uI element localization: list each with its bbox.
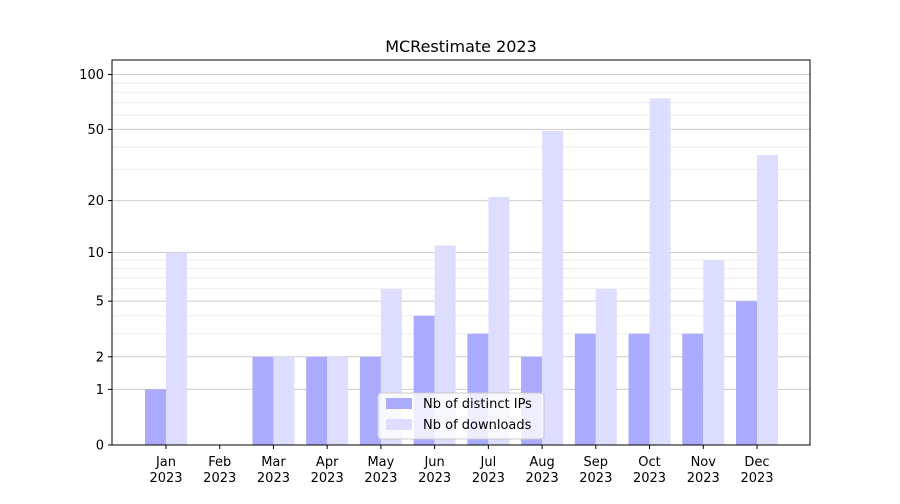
y-tick-label: 50	[87, 123, 104, 138]
bar-downloads	[703, 260, 725, 445]
x-tick-label: Jan 2023	[149, 455, 182, 486]
bar-distinct-ips	[359, 356, 381, 445]
y-axis: 0 1 2 5 10 20 50 100	[79, 68, 112, 454]
bar-distinct-ips	[736, 301, 757, 445]
x-axis: Jan 2023 Feb 2023 Mar 2023 Apr 2023 May 2023 Jun 20…	[149, 445, 774, 486]
legend-swatch-downloads	[386, 419, 412, 430]
x-tick-label: Sep 2023	[579, 455, 612, 486]
x-tick-label: Aug 2023	[526, 455, 559, 486]
y-tick-label: 100	[79, 68, 104, 83]
x-tick-label: May 2023	[364, 455, 397, 486]
bar-distinct-ips	[628, 333, 650, 445]
bar-distinct-ips	[574, 333, 596, 445]
bar-downloads	[327, 356, 349, 445]
bar-downloads	[273, 356, 295, 445]
bar-downloads	[488, 196, 510, 445]
y-tick-label: 5	[96, 295, 104, 310]
bar-distinct-ips	[145, 389, 166, 445]
bar-distinct-ips	[306, 356, 328, 445]
y-tick-label: 1	[96, 383, 104, 398]
bar-layer	[145, 98, 778, 446]
legend-label-distinct-ips: Nb of distinct IPs	[423, 397, 532, 412]
bar-downloads	[595, 288, 617, 445]
x-tick-label: Nov 2023	[687, 455, 720, 486]
x-tick-label: Oct 2023	[633, 455, 666, 486]
bar-distinct-ips	[682, 333, 704, 445]
bar-distinct-ips	[252, 356, 274, 445]
y-tick-label: 20	[87, 194, 104, 209]
x-tick-label: Apr 2023	[311, 455, 344, 486]
legend: Nb of distinct IPs Nb of downloads	[377, 392, 545, 440]
x-tick-label: Mar 2023	[257, 455, 290, 486]
x-tick-label: Feb 2023	[203, 455, 236, 486]
bar-downloads	[649, 98, 671, 445]
y-tick-label: 0	[96, 439, 104, 454]
bar-downloads	[757, 155, 778, 446]
chart-title: MCRestimate 2023	[385, 37, 537, 56]
legend-box	[377, 392, 545, 440]
legend-label-downloads: Nb of downloads	[423, 418, 532, 433]
y-tick-label: 2	[96, 350, 104, 365]
bar-downloads	[166, 252, 187, 445]
y-tick-label: 10	[87, 246, 104, 261]
x-tick-label: Dec 2023	[740, 455, 773, 486]
x-tick-label: Jul 2023	[472, 455, 505, 486]
legend-swatch-distinct-ips	[386, 398, 412, 409]
bar-downloads	[542, 130, 564, 445]
x-tick-label: Jun 2023	[418, 455, 451, 486]
